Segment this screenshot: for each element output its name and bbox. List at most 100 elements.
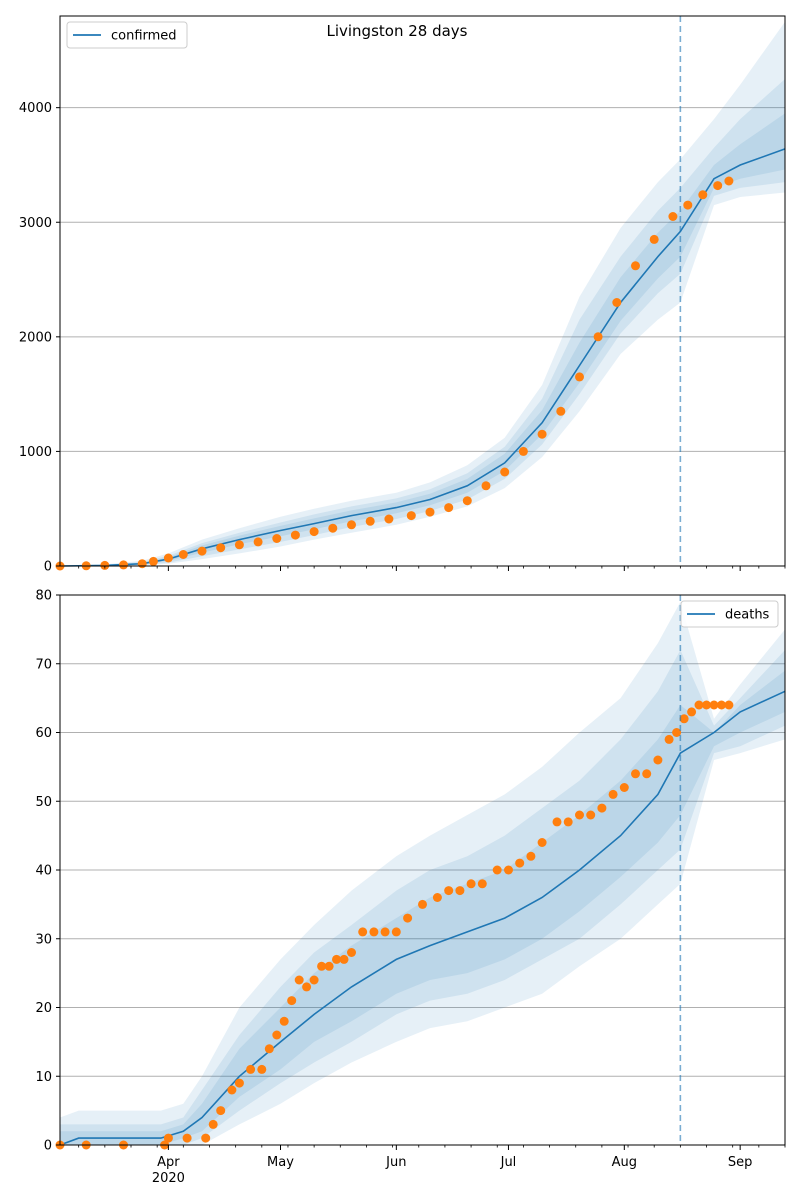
legend-box	[680, 600, 779, 628]
observed-point	[380, 927, 390, 937]
observed-point	[481, 481, 491, 491]
observed-point	[724, 176, 734, 186]
observed-point	[294, 975, 304, 985]
x-tick-sublabel: 2020	[152, 1171, 185, 1186]
observed-point	[100, 560, 110, 570]
observed-point	[246, 1064, 256, 1074]
observed-point	[619, 783, 629, 792]
observed-point	[713, 181, 723, 191]
observed-point	[477, 879, 487, 889]
y-tick-label: 40	[35, 864, 52, 879]
observed-point	[586, 810, 596, 820]
y-tick-label: 10	[35, 1070, 52, 1085]
observed-point	[290, 530, 300, 540]
observed-point	[257, 1064, 267, 1074]
observed-point	[201, 1133, 211, 1143]
observed-point	[216, 1106, 226, 1116]
observed-point	[347, 520, 356, 530]
y-tick-label: 70	[35, 657, 52, 672]
observed-point	[347, 948, 356, 957]
observed-point	[182, 1133, 192, 1143]
observed-point	[694, 700, 704, 710]
observed-point	[672, 728, 682, 737]
observed-point	[724, 700, 734, 710]
chart-title: Livingston 28 days	[326, 22, 467, 40]
observed-point	[234, 540, 244, 550]
observed-point	[234, 1078, 244, 1088]
x-tick-label: May	[267, 1155, 294, 1170]
y-tick-label: 2000	[19, 330, 52, 345]
y-tick-label: 50	[35, 795, 52, 810]
confirmed-frame	[59, 15, 786, 567]
observed-point	[466, 879, 476, 889]
observed-point	[683, 200, 693, 210]
y-tick-label: 0	[44, 1139, 52, 1154]
deaths-observed-points	[55, 700, 734, 1150]
observed-point	[406, 511, 416, 521]
confirmed-observed-points	[55, 176, 734, 571]
observed-point	[332, 954, 341, 964]
confirmed-grid	[60, 107, 785, 452]
observed-point	[537, 429, 547, 439]
observed-point	[537, 838, 547, 847]
observed-point	[563, 817, 573, 827]
observed-point	[432, 893, 442, 902]
observed-point	[653, 755, 663, 765]
observed-point	[687, 707, 697, 717]
legend-box	[66, 21, 188, 49]
uncertainty-band	[60, 21, 785, 566]
observed-point	[302, 982, 312, 992]
observed-point	[272, 1030, 282, 1040]
observed-point	[253, 537, 263, 547]
observed-point	[227, 1085, 237, 1095]
x-tick-label: Aug	[612, 1155, 637, 1170]
observed-point	[593, 332, 603, 342]
observed-point	[668, 212, 678, 221]
observed-point	[358, 927, 368, 937]
deaths-frame	[59, 594, 786, 1146]
observed-point	[163, 553, 173, 563]
observed-point	[272, 534, 282, 543]
observed-point	[317, 961, 327, 971]
observed-point	[698, 190, 708, 200]
observed-point	[444, 503, 454, 513]
observed-point	[664, 734, 674, 744]
y-tick-label: 0	[44, 560, 52, 575]
observed-point	[425, 507, 435, 517]
x-tick-label: Jun	[385, 1155, 406, 1170]
deaths-model-line	[59, 690, 786, 1146]
legend-label-confirmed: confirmed	[111, 29, 177, 44]
observed-point	[369, 927, 379, 937]
deaths-y-axis: 0 10 20 30 40 50 60 70 80	[35, 589, 60, 1154]
observed-point	[518, 446, 528, 456]
confirmed-panel: 0 1000 2000 3000 4000 confirmed Livingston 2…	[19, 15, 786, 575]
observed-point	[552, 817, 562, 827]
observed-point	[500, 467, 510, 477]
x-tick-label: Apr	[157, 1155, 180, 1170]
observed-point	[279, 1016, 289, 1026]
y-tick-label: 20	[35, 1001, 52, 1016]
observed-point	[418, 899, 427, 909]
observed-point	[504, 865, 513, 875]
observed-point	[526, 851, 536, 861]
observed-point	[391, 927, 401, 937]
y-tick-label: 4000	[19, 101, 52, 116]
observed-point	[384, 514, 394, 524]
observed-point	[339, 954, 349, 964]
observed-point	[631, 261, 640, 271]
x-tick-label: Jul	[500, 1155, 517, 1170]
observed-point	[178, 550, 188, 559]
observed-point	[119, 560, 128, 570]
observed-point	[403, 913, 413, 923]
observed-point	[556, 406, 566, 416]
observed-point	[612, 298, 622, 307]
model-series-line	[59, 690, 786, 1146]
y-tick-label: 60	[35, 726, 52, 741]
confirmed-uncertainty-bands	[60, 21, 785, 567]
observed-point	[679, 714, 689, 724]
observed-point	[309, 527, 319, 537]
